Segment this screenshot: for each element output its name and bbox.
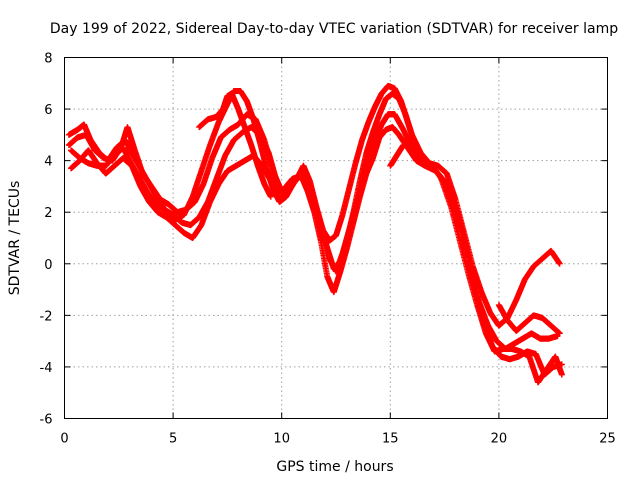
data-markers: [65, 82, 565, 386]
data-point-track-1: [556, 260, 563, 267]
